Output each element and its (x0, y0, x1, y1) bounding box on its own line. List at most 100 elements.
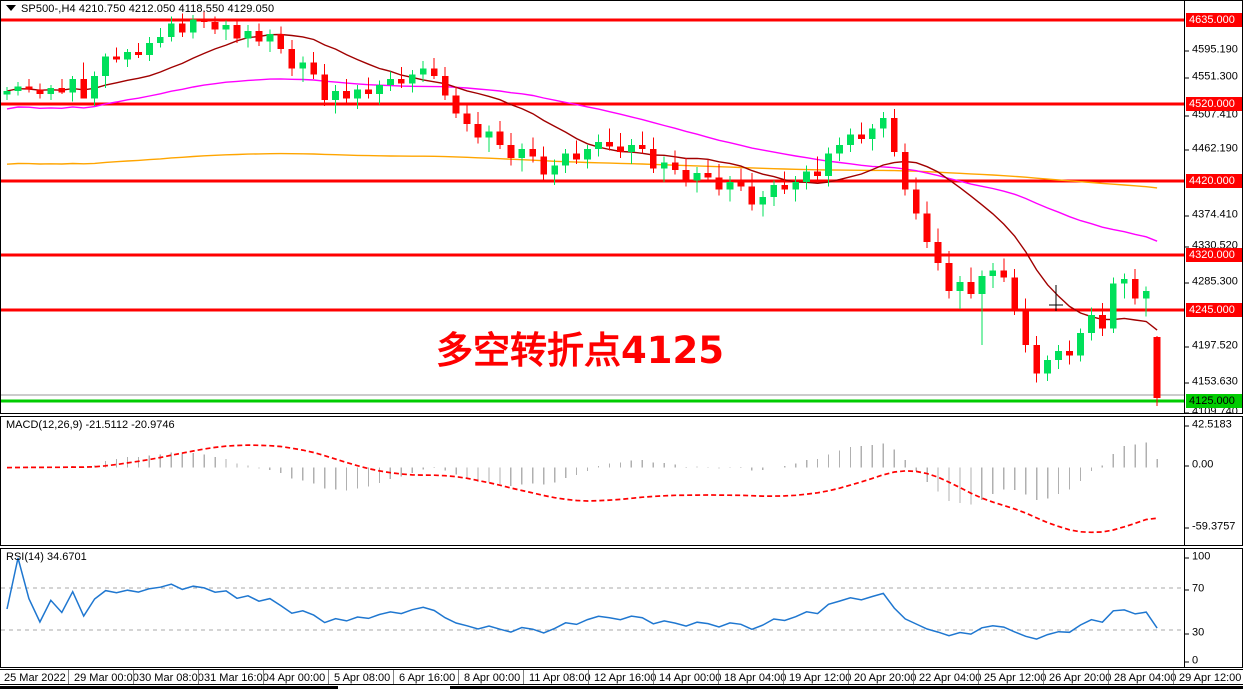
candle-body (967, 282, 975, 295)
candle-body (868, 128, 876, 139)
price-level-label[interactable]: 4125.000 (1186, 394, 1242, 408)
candle-body (474, 123, 482, 138)
macd-signal-line (6, 444, 1158, 534)
candle-body (299, 62, 307, 69)
candle-body (1088, 315, 1095, 334)
scrollbar-thumb-right[interactable] (450, 686, 1243, 689)
candle-body (47, 87, 55, 94)
price-level-label[interactable]: 4245.000 (1186, 303, 1242, 317)
time-axis-tick: 28 Apr 04:00 (1108, 670, 1176, 684)
candle-body (178, 23, 186, 33)
ma-fast-line-darkred (6, 33, 1158, 331)
time-tick-separator (783, 670, 784, 684)
price-axis-tick: 4374.410 (1185, 209, 1238, 221)
candle-body (847, 134, 854, 145)
candle-body (540, 156, 548, 175)
rsi-axis[interactable]: 100 70 30 0 (1184, 549, 1242, 667)
candle-body (58, 87, 66, 93)
time-tick-separator (68, 670, 69, 684)
candle-body (343, 90, 350, 99)
macd-legend: MACD(12,26,9) -21.5112 -20.9746 (6, 419, 175, 431)
candle-body (1153, 336, 1161, 398)
candle-body (1120, 279, 1128, 284)
candle-body (704, 173, 712, 178)
candle-body (1098, 315, 1106, 329)
time-axis-tick: 6 Apr 16:00 (393, 670, 455, 684)
rsi-axis-tick: 30 (1185, 627, 1204, 639)
triangle-down-icon[interactable] (6, 5, 16, 12)
candle-body (233, 25, 241, 39)
time-tick-separator (653, 670, 654, 684)
price-axis-tick: 4330.520 (1185, 240, 1238, 252)
candle-body (1044, 359, 1051, 374)
time-axis-tick: 26 Apr 20:00 (1043, 670, 1111, 684)
ma-slow-line-orange (6, 152, 1158, 189)
candle-body (441, 76, 449, 96)
candle-body (507, 144, 515, 159)
candle-body (770, 185, 778, 198)
time-axis[interactable]: 25 Mar 2022 29 Mar 00:00 30 Mar 08:00 31 Ma… (0, 669, 1243, 685)
candle-body (430, 68, 438, 77)
candle-body (803, 171, 811, 183)
price-plot-area[interactable] (1, 1, 1184, 413)
macd-plot-area[interactable] (1, 417, 1184, 545)
price-candlestick-svg (1, 10, 1184, 406)
candle-body (321, 74, 329, 100)
macd-axis[interactable]: 42.5183 0.00 -59.3757 (1184, 417, 1242, 545)
candle-body (496, 131, 504, 145)
candle-body (715, 177, 723, 190)
price-axis[interactable]: 4595.190 4551.300 4507.410 4462.190 4374.410… (1184, 1, 1242, 413)
horizontal-scrollbar[interactable] (0, 685, 1243, 693)
rsi-plot-area[interactable] (1, 549, 1184, 667)
price-level-label[interactable]: 4420.000 (1186, 174, 1242, 188)
candle-body (156, 37, 164, 44)
candle-body (989, 270, 997, 277)
rsi-axis-tick: 0 (1185, 655, 1198, 667)
time-axis-tick: 8 Apr 00:00 (458, 670, 520, 684)
time-axis-tick: 25 Apr 12:00 (978, 670, 1046, 684)
symbol-legend[interactable]: SP500-,H4 4210.750 4212.050 4118.550 412… (6, 3, 274, 15)
price-level-label[interactable]: 4320.000 (1186, 248, 1242, 262)
candle-body (386, 79, 394, 85)
price-level-label[interactable]: 4635.000 (1186, 13, 1242, 27)
time-tick-separator (1108, 670, 1109, 684)
candle-body (660, 162, 668, 169)
price-axis-tick: 4197.520 (1185, 340, 1238, 352)
candle-body (189, 19, 197, 33)
candle-body (518, 149, 526, 159)
candle-body (792, 182, 800, 190)
macd-indicator-panel[interactable]: 42.5183 0.00 -59.3757 MACD(12,26,9) -21.51… (0, 416, 1243, 546)
candle-body (1000, 270, 1008, 278)
time-axis-tick: 29 Mar 00:00 (68, 670, 139, 684)
candle-body (255, 31, 263, 42)
scrollbar-thumb-left[interactable] (0, 686, 338, 689)
candle-body (14, 86, 22, 91)
candle-body (617, 146, 624, 153)
rsi-line (6, 557, 1158, 640)
candle-body (25, 86, 33, 90)
candle-body (857, 134, 865, 139)
candle-body (836, 144, 843, 154)
candle-body (529, 149, 537, 157)
ma-mid-line-magenta (6, 78, 1158, 242)
time-tick-separator (1043, 670, 1044, 684)
candle-body (901, 152, 909, 190)
candle-body (649, 149, 657, 169)
price-chart-panel[interactable]: 4595.190 4551.300 4507.410 4462.190 4374.410… (0, 0, 1243, 414)
time-tick-separator (848, 670, 849, 684)
price-axis-tick: 4551.300 (1185, 71, 1238, 83)
price-level-label[interactable]: 4520.000 (1186, 97, 1242, 111)
time-axis-tick: 22 Apr 04:00 (913, 670, 981, 684)
candle-body (288, 49, 296, 69)
candle-body (124, 52, 131, 60)
rsi-indicator-panel[interactable]: 100 70 30 0 RSI(14) 34.6701 (0, 548, 1243, 668)
candle-body (693, 173, 701, 181)
candle-body (463, 113, 471, 124)
candle-body (36, 89, 44, 94)
candle-body (419, 68, 427, 75)
candle-body (606, 141, 613, 147)
candle-body (80, 79, 88, 99)
candle-body (1055, 350, 1062, 360)
candle-body (814, 171, 821, 177)
